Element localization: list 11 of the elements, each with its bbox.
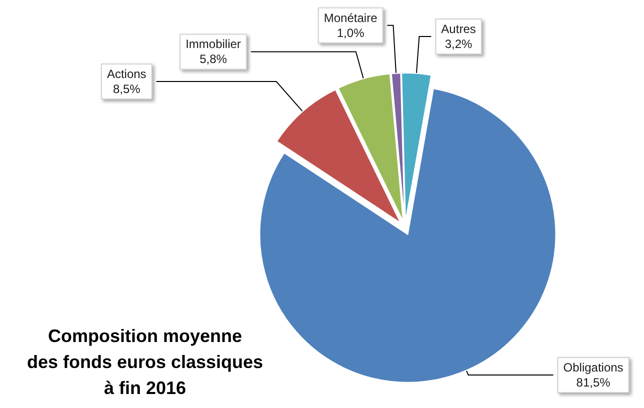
slice-label: Actions [106, 67, 146, 82]
data-label: 1,0% [336, 26, 365, 40]
slice-label: Autres [441, 22, 476, 36]
text: Composition moyenne des fonds euros classiques à fin 2016 [26, 326, 264, 398]
slice-label: Immobilier [186, 37, 241, 52]
slice-label: Obligations [563, 360, 624, 374]
slice-label: Monétaire [324, 10, 378, 25]
data-label: 81,5% [576, 375, 611, 390]
data-label: 3,2% [444, 37, 473, 52]
data-label: 8,5% [112, 82, 141, 96]
data-label: 5,8% [200, 52, 228, 66]
